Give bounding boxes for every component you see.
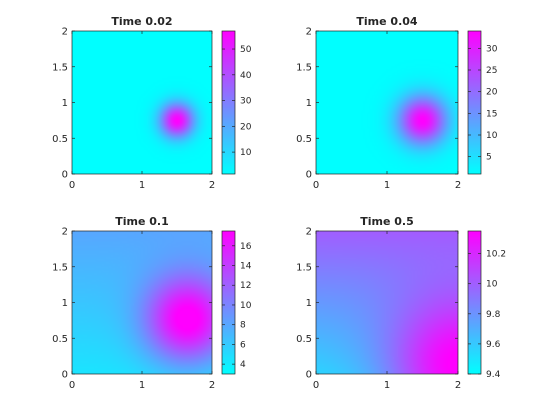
- colorbar-tick-label: 5: [486, 153, 492, 163]
- y-tick-label: 1: [62, 298, 68, 309]
- colorbar-tick-label: 9.8: [486, 310, 501, 320]
- colorbar-tick-label: 6: [240, 340, 246, 350]
- subplot-title: Time 0.04: [356, 15, 418, 28]
- colorbar-frame: [467, 30, 482, 175]
- heatmap-image: [72, 31, 212, 174]
- y-tick-label: 0.5: [296, 134, 312, 145]
- x-tick-label: 0: [313, 180, 319, 191]
- y-tick-label: 2: [62, 27, 68, 38]
- x-tick-label: 2: [455, 180, 461, 191]
- colorbar-frame: [221, 230, 236, 375]
- y-tick-label: 1.5: [296, 262, 312, 273]
- colorbar-frame: [221, 30, 236, 175]
- x-tick-label: 1: [139, 380, 145, 391]
- y-tick-label: 0.5: [296, 334, 312, 345]
- colorbar: [468, 231, 481, 374]
- colorbar: [468, 31, 481, 174]
- colorbar-tick-label: 25: [486, 66, 497, 76]
- x-tick-label: 1: [384, 180, 390, 191]
- y-tick-label: 1.5: [296, 62, 312, 73]
- colorbar-tick-label: 50: [240, 45, 252, 55]
- colorbar-tick-label: 16: [240, 242, 252, 252]
- colorbar-tick-label: 30: [240, 97, 252, 107]
- colorbar-tick-label: 9.4: [486, 370, 501, 380]
- colorbar-tick-label: 4: [240, 360, 246, 370]
- colorbar-tick-label: 10: [486, 280, 498, 290]
- y-tick-label: 1.5: [52, 262, 68, 273]
- colorbar-tick-label: 40: [240, 71, 252, 81]
- y-tick-label: 2: [306, 27, 312, 38]
- colorbar-tick-label: 15: [486, 109, 497, 119]
- colorbar-frame: [467, 230, 482, 375]
- y-tick-label: 1: [62, 98, 68, 109]
- subplot-title: Time 0.5: [360, 215, 414, 228]
- subplot-4: Time 0.5 0 1 2 0 0.5 1 1.5 2 9.4 9.6 9.8 10 10.2: [296, 215, 506, 391]
- x-tick-label: 1: [139, 180, 145, 191]
- colorbar-tick-label: 20: [486, 88, 498, 98]
- colorbar: [222, 231, 235, 374]
- colorbar-tick-label: 20: [240, 122, 252, 132]
- colorbar-tick-label: 10: [240, 301, 252, 311]
- subplot-title: Time 0.02: [111, 15, 172, 28]
- x-tick-label: 2: [455, 380, 461, 391]
- y-tick-label: 0: [62, 370, 68, 381]
- colorbar-tick-label: 12: [240, 281, 251, 291]
- y-tick-label: 0: [306, 170, 312, 181]
- x-tick-label: 1: [384, 380, 390, 391]
- heatmap-image: [72, 231, 212, 374]
- subplot-title: Time 0.1: [115, 215, 169, 228]
- heatmap-image: [316, 31, 458, 174]
- y-tick-label: 1: [306, 298, 312, 309]
- heatmap-image: [316, 231, 458, 374]
- colorbar-tick-label: 14: [240, 262, 252, 272]
- colorbar-tick-label: 30: [486, 44, 498, 54]
- y-tick-label: 2: [306, 227, 312, 238]
- y-tick-label: 0: [306, 370, 312, 381]
- x-tick-label: 0: [313, 380, 319, 391]
- colorbar-tick-label: 10: [240, 148, 252, 158]
- y-tick-label: 0.5: [52, 334, 68, 345]
- x-tick-label: 2: [209, 380, 215, 391]
- y-tick-label: 1: [306, 98, 312, 109]
- x-tick-label: 0: [69, 380, 75, 391]
- colorbar-tick-label: 9.6: [486, 340, 501, 350]
- colorbar-tick-label: 10: [486, 131, 498, 141]
- y-tick-label: 1.5: [52, 62, 68, 73]
- colorbar: [222, 31, 235, 174]
- colorbar-tick-label: 10.2: [486, 250, 506, 260]
- y-tick-label: 0.5: [52, 134, 68, 145]
- colorbar-tick-label: 8: [240, 321, 246, 331]
- x-tick-label: 2: [209, 180, 215, 191]
- y-tick-label: 2: [62, 227, 68, 238]
- y-tick-label: 0: [62, 170, 68, 181]
- x-tick-label: 0: [69, 180, 75, 191]
